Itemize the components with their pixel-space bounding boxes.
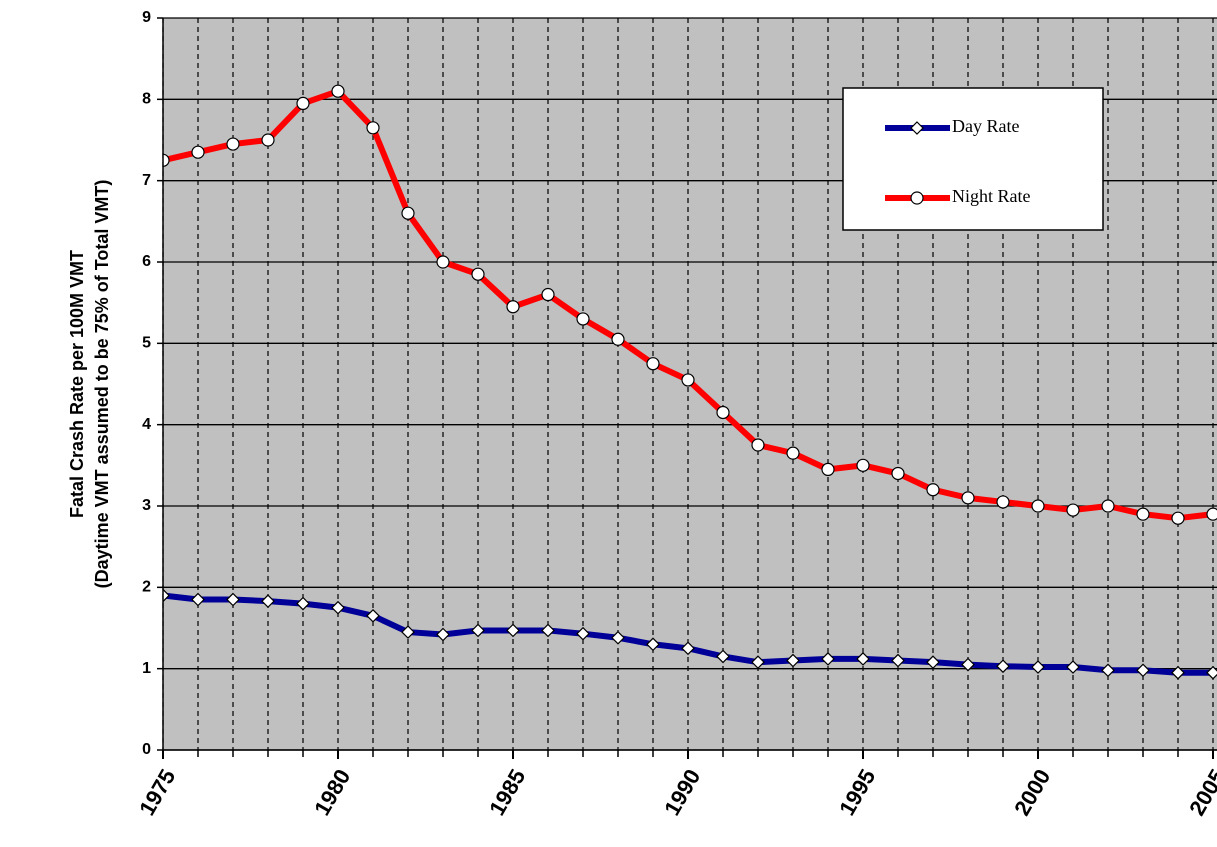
marker (856, 458, 870, 472)
marker (910, 121, 924, 135)
marker (821, 652, 835, 666)
marker (296, 96, 310, 111)
legend-label: Night Rate (952, 186, 1031, 206)
marker (401, 206, 415, 220)
marker (891, 466, 905, 481)
marker (681, 641, 695, 656)
marker (910, 191, 924, 205)
marker (331, 84, 345, 98)
marker (961, 657, 975, 672)
marker (646, 357, 660, 371)
x-tick-label: 1980 (309, 765, 355, 820)
marker (401, 625, 415, 639)
marker (716, 405, 730, 420)
marker (1066, 660, 1080, 674)
marker (1066, 503, 1080, 517)
marker (1206, 665, 1217, 680)
y-tick-label: 2 (142, 579, 151, 596)
marker (191, 145, 205, 159)
marker (506, 300, 520, 314)
marker (541, 287, 555, 302)
marker (996, 495, 1010, 509)
marker (786, 446, 800, 460)
marker (1031, 660, 1045, 674)
marker (996, 659, 1010, 674)
marker (891, 653, 905, 668)
legend-label: Day Rate (952, 116, 1019, 136)
marker (541, 623, 555, 638)
y-tick-label: 1 (142, 660, 151, 677)
y-tick-label: 6 (142, 253, 151, 270)
x-tick-label: 1975 (134, 765, 180, 820)
marker (856, 652, 870, 666)
marker (366, 121, 380, 135)
y-axis-label: Fatal Crash Rate per 100M VMT (67, 250, 87, 518)
y-tick-label: 4 (142, 416, 151, 433)
marker (1101, 663, 1115, 678)
y-tick-label: 0 (142, 741, 151, 758)
marker (226, 137, 240, 151)
marker (366, 608, 380, 623)
marker (471, 267, 485, 281)
marker (751, 438, 765, 452)
x-tick-label: 2005 (1184, 765, 1217, 820)
marker (926, 483, 940, 497)
marker (751, 655, 765, 670)
marker (1101, 499, 1115, 513)
marker (1136, 507, 1150, 521)
marker (821, 462, 835, 476)
marker (436, 627, 450, 642)
y-tick-label: 8 (142, 91, 151, 108)
marker (681, 373, 695, 387)
legend-box (842, 87, 1104, 231)
marker (1136, 663, 1150, 678)
marker (471, 623, 485, 638)
marker (646, 637, 660, 652)
y-tick-label: 5 (142, 335, 151, 352)
x-tick-label: 2000 (1009, 765, 1055, 820)
marker (191, 592, 205, 607)
y-tick-label: 9 (142, 9, 151, 26)
marker (716, 649, 730, 664)
marker (1206, 507, 1217, 521)
x-tick-label: 1990 (659, 765, 705, 820)
marker (163, 588, 170, 603)
marker (506, 623, 520, 638)
x-tick-label: 1995 (834, 765, 880, 820)
marker (226, 592, 240, 607)
marker (786, 653, 800, 668)
y-tick-label: 3 (142, 497, 151, 514)
x-tick-label: 1985 (484, 765, 530, 820)
marker (611, 630, 625, 645)
marker (261, 594, 275, 609)
y-axis-label: (Daytime VMT assumed to be 75% of Total … (92, 180, 112, 589)
marker (961, 491, 975, 505)
marker (611, 332, 625, 346)
marker (1031, 499, 1045, 513)
y-tick-label: 7 (142, 172, 151, 189)
marker (926, 655, 940, 670)
marker (576, 626, 590, 641)
marker (1171, 511, 1185, 525)
marker (331, 600, 345, 615)
marker (576, 312, 590, 326)
marker (436, 255, 450, 269)
marker (261, 133, 275, 147)
marker (296, 596, 310, 611)
marker (163, 153, 170, 167)
marker (1171, 665, 1185, 680)
